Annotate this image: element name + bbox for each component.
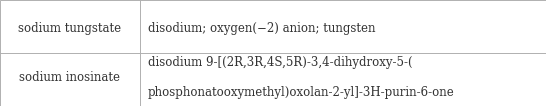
Text: sodium tungstate: sodium tungstate [19, 22, 121, 35]
Text: sodium inosinate: sodium inosinate [20, 71, 120, 84]
Text: phosphonatooxymethyl)oxolan-2-yl]-3H-purin-6-one: phosphonatooxymethyl)oxolan-2-yl]-3H-pur… [148, 86, 455, 99]
Text: disodium 9-[(2R,3R,4S,5R)-3,4-dihydroxy-5-(: disodium 9-[(2R,3R,4S,5R)-3,4-dihydroxy-… [148, 56, 413, 69]
Text: disodium; oxygen(−2) anion; tungsten: disodium; oxygen(−2) anion; tungsten [148, 22, 376, 35]
